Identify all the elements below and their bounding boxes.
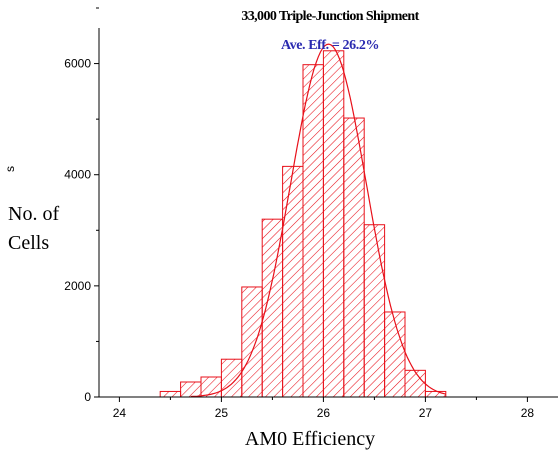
- x-tick-label: 28: [521, 406, 535, 420]
- x-axis-label: AM0 Efficiency: [244, 428, 376, 450]
- x-tick-label: 26: [317, 406, 331, 420]
- x-tick-label: 27: [419, 406, 433, 420]
- gaussian-fit-curve: [190, 43, 446, 398]
- chart-subtitle: Ave. Eff. = 26.2%: [280, 38, 380, 53]
- y-tick-label: 2000: [64, 279, 91, 293]
- histogram-bar: [384, 311, 406, 398]
- axes-layer: 0 2000 4000 6000 24 25 26 27 28: [64, 7, 558, 420]
- chart-title: 33,000 Triple-Junction Shipment: [241, 9, 419, 24]
- histogram-bar: [241, 286, 263, 398]
- histogram-bar: [282, 165, 304, 398]
- histogram-bar: [424, 390, 447, 398]
- x-tick-label: 24: [113, 406, 127, 420]
- x-tick-label: 25: [215, 406, 229, 420]
- histogram-bar: [302, 64, 324, 398]
- histogram-bar: [159, 390, 182, 398]
- histogram-bar: [322, 50, 345, 398]
- y-tick-label: 6000: [64, 57, 91, 71]
- histogram-bar: [180, 381, 202, 398]
- y-axis-label-line2: Cells: [8, 229, 50, 257]
- histogram-bar: [404, 369, 426, 398]
- y-axis-label-line1: No. of: [8, 200, 60, 228]
- histogram-bar: [220, 358, 243, 398]
- y-tick-label: 0: [84, 390, 91, 404]
- histogram-bar: [363, 224, 386, 398]
- y-tick-label: 4000: [64, 168, 91, 182]
- histogram-bar: [343, 117, 365, 398]
- bars-layer: [159, 50, 447, 398]
- y-axis-label-fragment: s: [3, 166, 17, 172]
